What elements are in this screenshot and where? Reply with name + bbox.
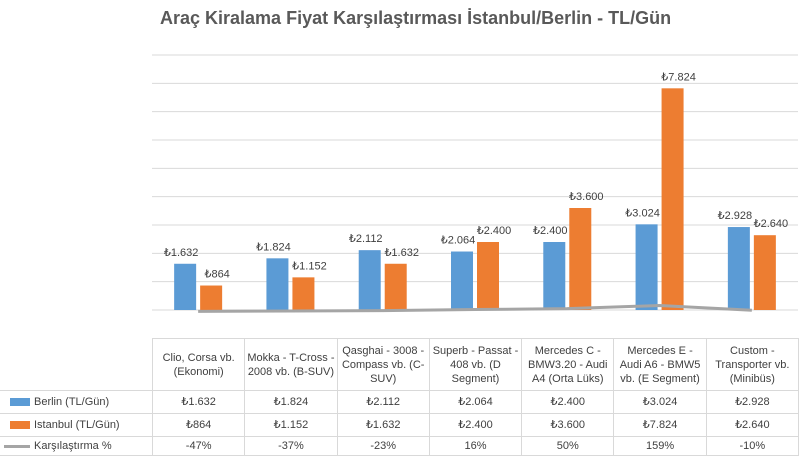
legend-key xyxy=(10,421,30,430)
bar xyxy=(174,263,197,310)
table-value: ₺1.632 xyxy=(336,413,430,437)
table-value: ₺2.400 xyxy=(428,413,523,437)
category-label: Superb - Passat - 408 vb. (D Segment) xyxy=(428,338,523,391)
table-value: ₺2.400 xyxy=(521,390,615,414)
table-value: 50% xyxy=(521,436,615,456)
data-table: Clio, Corsa vb. (Ekonomi) Mokka - T-Cross… xyxy=(0,338,799,456)
category-label: Mercedes E - Audi A6 - BMW5 vb. (E Segme… xyxy=(613,338,707,391)
category-label: Mokka - T-Cross - 2008 vb. (B-SUV) xyxy=(244,338,338,391)
category-label: Mercedes C - BMW3.20 - Audi A4 (Orta Lük… xyxy=(521,338,615,391)
table-value: ₺3.024 xyxy=(613,390,707,414)
bar xyxy=(543,242,566,310)
bar xyxy=(451,251,473,310)
data-label: ₺3.024 xyxy=(625,207,660,219)
data-label: ₺2.400 xyxy=(533,225,568,237)
data-label: ₺2.112 xyxy=(349,233,383,245)
category-label: Custom - Transporter vb. (Minibüs) xyxy=(705,338,799,391)
line-series xyxy=(198,303,752,313)
legend-label: Istanbul (TL/Gün) xyxy=(34,419,120,431)
table-value: -23% xyxy=(336,436,430,456)
bar xyxy=(292,277,315,310)
table-corner xyxy=(0,338,153,391)
table-value: ₺2.928 xyxy=(705,390,799,414)
data-label: ₺2.400 xyxy=(477,225,512,237)
bar xyxy=(727,227,750,310)
bar xyxy=(200,285,223,310)
table-row: Berlin (TL/Gün) ₺1.632 ₺1.824 ₺2.112 ₺2.064 ₺… xyxy=(0,390,799,414)
data-label: ₺3.600 xyxy=(569,191,604,203)
bar xyxy=(477,242,499,310)
chart-title: Araç Kiralama Fiyat Karşılaştırması İsta… xyxy=(160,8,671,28)
table-row: Karşılaştırma % -47% -37% -23% 16% 50% 159% -10… xyxy=(0,436,799,456)
bar xyxy=(569,208,592,310)
legend-key xyxy=(10,398,30,407)
bar xyxy=(266,258,289,310)
category-label: Qasghai - 3008 - Compass vb. (C-SUV) xyxy=(336,338,430,391)
bar xyxy=(358,250,381,310)
bar xyxy=(753,235,776,310)
table-value: -10% xyxy=(705,436,799,456)
data-label: ₺2.064 xyxy=(441,235,476,247)
legend-label: Berlin (TL/Gün) xyxy=(34,396,110,408)
chart: Araç Kiralama Fiyat Karşılaştırması İsta… xyxy=(152,8,798,313)
table-value: ₺2.112 xyxy=(336,390,430,414)
data-label: ₺1.632 xyxy=(384,247,419,259)
bar xyxy=(635,224,658,310)
table-header-row: Clio, Corsa vb. (Ekonomi) Mokka - T-Cross… xyxy=(0,338,799,391)
table-value: 16% xyxy=(428,436,523,456)
legend-cell: Karşılaştırma % xyxy=(0,436,153,456)
data-label: ₺1.824 xyxy=(256,241,291,253)
data-label: ₺2.928 xyxy=(718,210,753,222)
table-value: ₺1.824 xyxy=(244,390,338,414)
table-value: ₺7.824 xyxy=(613,413,707,437)
legend-key xyxy=(4,444,30,448)
bar xyxy=(661,88,684,310)
table-value: ₺3.600 xyxy=(521,413,615,437)
table-value: 159% xyxy=(613,436,707,456)
legend-cell: Berlin (TL/Gün) xyxy=(0,390,153,414)
bar xyxy=(384,263,407,310)
table-value: ₺864 xyxy=(151,413,246,437)
category-label: Clio, Corsa vb. (Ekonomi) xyxy=(151,338,246,391)
table-value: ₺1.632 xyxy=(151,390,246,414)
legend-cell: Istanbul (TL/Gün) xyxy=(0,413,153,437)
data-label: ₺864 xyxy=(204,269,229,281)
data-label: ₺7.824 xyxy=(661,71,696,83)
table-value: -47% xyxy=(151,436,246,456)
data-label: ₺1.152 xyxy=(292,260,327,272)
table-value: ₺2.064 xyxy=(428,390,523,414)
table-row: Istanbul (TL/Gün) ₺864 ₺1.152 ₺1.632 ₺2.400 ₺… xyxy=(0,413,799,437)
table-value: ₺1.152 xyxy=(244,413,338,437)
data-label: ₺2.640 xyxy=(754,218,789,230)
data-label: ₺1.632 xyxy=(164,247,199,259)
table-value: ₺2.640 xyxy=(705,413,799,437)
table-value: -37% xyxy=(244,436,338,456)
legend-label: Karşılaştırma % xyxy=(34,440,112,452)
